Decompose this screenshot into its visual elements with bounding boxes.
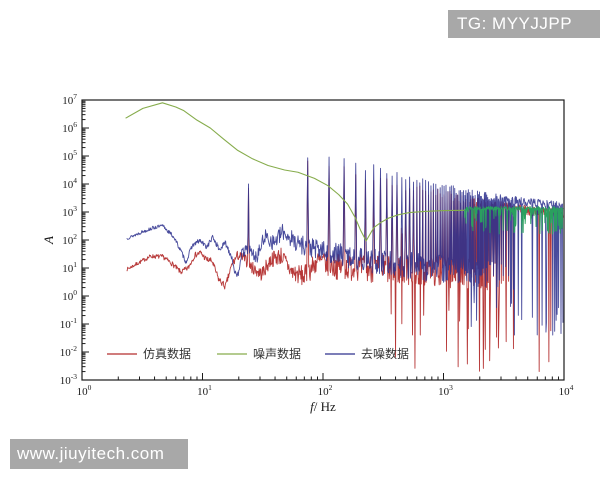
y-tick-label: 10-3 [60, 372, 77, 387]
telegram-watermark-text: TG: MYYJJPP [457, 14, 573, 33]
y-tick-label: 10-2 [60, 344, 77, 359]
telegram-watermark-badge: TG: MYYJJPP [448, 10, 600, 38]
x-axis-label: f/ Hz [310, 399, 336, 414]
y-tick-label: 104 [62, 176, 77, 191]
x-tick-label: 104 [559, 383, 574, 398]
legend-label-denoised: 去噪数据 [361, 346, 409, 361]
y-tick-label: 106 [62, 120, 77, 135]
y-tick-label: 101 [62, 260, 77, 275]
y-tick-label: 107 [62, 92, 77, 107]
series-noise-line [125, 102, 465, 242]
x-tick-label: 102 [318, 383, 333, 398]
y-tick-label: 103 [62, 204, 77, 219]
y-tick-label: 100 [62, 288, 77, 303]
x-tick-label: 100 [77, 383, 92, 398]
website-watermark-badge: www.jiuyitech.com [10, 439, 188, 469]
y-axis-ticks [82, 99, 89, 381]
x-tick-label: 103 [438, 383, 453, 398]
y-tick-label: 105 [62, 148, 77, 163]
y-tick-label: 102 [62, 232, 77, 247]
x-axis-ticks [81, 373, 565, 380]
x-tick-label: 101 [197, 383, 212, 398]
legend-item-simulation: 仿真数据 [107, 346, 191, 361]
legend-item-denoised: 去噪数据 [325, 346, 409, 361]
series-noise-fuzz [464, 205, 564, 235]
y-tick-label: 10-1 [60, 316, 77, 331]
legend-item-noise: 噪声数据 [217, 346, 301, 361]
y-axis-label: A [41, 236, 56, 245]
legend-label-simulation: 仿真数据 [143, 346, 191, 361]
legend-label-noise: 噪声数据 [253, 346, 301, 361]
website-watermark-text: www.jiuyitech.com [17, 444, 165, 463]
